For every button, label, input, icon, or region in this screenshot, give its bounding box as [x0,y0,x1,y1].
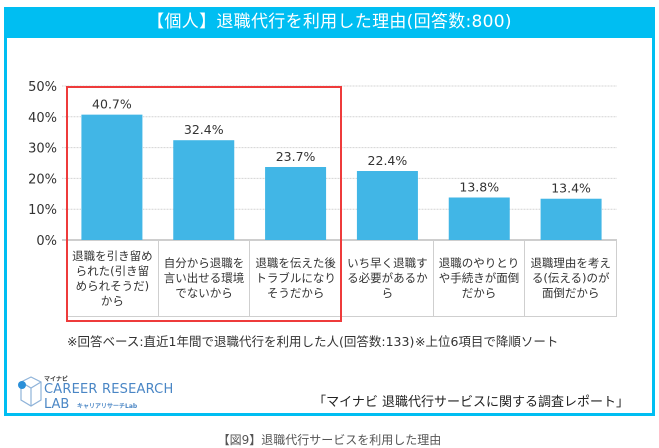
category-label: 自分から退職を言い出せる環境でないから [157,241,250,316]
note-sort: ※上位6項目で降順ソート [415,334,559,349]
bar [265,167,327,240]
figure-caption: 【図9】退職代行サービスを利用した理由 [217,433,442,447]
value-label: 13.4% [551,181,591,196]
y-tick-label: 40% [28,111,57,126]
chart-title: 【個人】退職代行を利用した理由(回答数:800) [4,7,655,38]
y-tick-label: 10% [28,203,57,218]
y-tick-label: 0% [36,234,57,249]
category-label: 退職理由を考える(伝える)のが面倒だから [524,241,618,316]
category-label: 退職を伝えた後トラブルになりそうだから [249,241,341,316]
y-axis-ticks: 0% 10% 20% 30% 40% 50% [28,80,57,249]
y-tick-label: 20% [28,172,57,187]
value-label: 32.4% [184,122,224,137]
bar [81,114,143,240]
y-tick-label: 30% [28,142,57,157]
bar [540,198,602,240]
category-label: 退職を引き留められた(引き留められそうだ)から [66,241,158,316]
value-label: 40.7% [92,97,132,112]
career-research-lab-logo: マイナビ CAREER RESEARCH LAB キャリアリサーチLab [17,374,177,412]
value-label: 13.8% [459,179,499,194]
logo-mynavi: マイナビ [44,376,68,383]
logo-kana: キャリアリサーチLab [77,403,138,410]
y-tick-label: 50% [28,80,57,95]
bar [448,197,510,240]
report-title: 「マイナビ 退職代行サービスに関する調査レポート」 [313,395,629,410]
bar [356,171,418,240]
note-base: ※回答ベース:直近1年間で退職代行を利用した人(回答数:133) [67,334,415,349]
category-label: いち早く退職する必要があるから [341,241,433,316]
logo-mark-icon [18,376,42,407]
logo-career-research: CAREER RESEARCH [44,382,174,397]
bars [81,114,602,240]
value-label: 23.7% [276,149,316,164]
gridlines [62,85,617,241]
logo-lab: LAB [44,397,70,412]
category-label: 退職のやりとりや手続きが面倒だから [432,241,525,316]
value-labels: 40.7% 32.4% 23.7% 22.4% 13.8% 13.4% [92,97,591,196]
bar [173,140,235,240]
category-table: 退職を引き留められた(引き留められそうだ)から 自分から退職を言い出せる環境でない… [66,241,618,317]
value-label: 22.4% [368,153,408,168]
